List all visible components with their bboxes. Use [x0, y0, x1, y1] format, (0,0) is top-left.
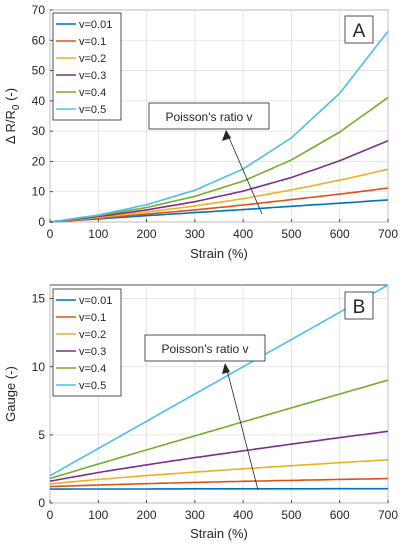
legend-a: v=0.01 v=0.1 v=0.2 v=0.3 v=0.4 v=0.5 [52, 12, 122, 121]
y-tick-label: 50 [32, 64, 46, 78]
legend-label: v=0.3 [79, 70, 106, 82]
legend-label: v=0.01 [79, 19, 112, 31]
annotation-box-b [144, 334, 266, 362]
y-tick-label: 70 [32, 3, 46, 17]
annotation-b: Poisson's ratio v [144, 334, 266, 491]
x-tick-label: 0 [47, 508, 54, 522]
y-tick-label: 60 [32, 33, 46, 47]
annotation-arrow-a [226, 132, 263, 215]
x-tick-label: 300 [185, 227, 205, 241]
series-line-v05 [49, 284, 389, 477]
y-tick-label: 30 [32, 124, 46, 138]
annotation-arrow-b [225, 365, 259, 491]
x-axis-label-a: Strain (%) [190, 246, 248, 261]
x-tick-label: 400 [233, 508, 253, 522]
x-tick-label: 500 [281, 508, 301, 522]
legend-label: v=0.2 [79, 53, 106, 65]
x-tick-label: 600 [330, 227, 350, 241]
annotation-text-b: Poisson's ratio v [162, 342, 249, 356]
panel-a: 0 100 200 300 400 500 600 700 0 10 20 30 40 50 60 70 St… [3, 3, 398, 261]
x-tick-label: 400 [233, 227, 253, 241]
legend-b: v=0.01 v=0.1 v=0.2 v=0.3 v=0.4 v=0.5 [52, 288, 122, 397]
x-tick-label: 700 [378, 508, 398, 522]
y-tick-label: 5 [38, 428, 45, 442]
x-tick-label: 300 [185, 508, 205, 522]
ticks-b: 0 100 200 300 400 500 600 700 0 5 10 15 [32, 292, 399, 522]
legend-label: v=0.2 [79, 329, 106, 341]
x-tick-label: 100 [88, 227, 108, 241]
legend-label: v=0.5 [79, 104, 106, 116]
annotation-a: Poisson's ratio v [148, 102, 270, 215]
series-line-v01 [49, 477, 389, 488]
x-tick-label: 600 [330, 508, 350, 522]
series-line-v04 [49, 96, 389, 223]
series-lines-a [49, 30, 389, 223]
legend-label: v=0.5 [79, 380, 106, 392]
legend-label: v=0.1 [79, 312, 106, 324]
y-tick-label: 10 [32, 360, 46, 374]
y-tick-label: 20 [32, 154, 46, 168]
legend-label: v=0.1 [79, 36, 106, 48]
ticks-a: 0 100 200 300 400 500 600 700 0 10 20 30 40 50 60 70 [32, 3, 399, 241]
x-tick-label: 0 [47, 227, 54, 241]
y-tick-label: 10 [32, 185, 46, 199]
legend-box-a [52, 12, 122, 121]
legend-box-b [52, 288, 122, 397]
y-axis-label-a: Δ R/R0 (-) [3, 88, 22, 144]
annotation-arrowhead-b [222, 363, 230, 374]
series-lines-b [49, 284, 389, 490]
panel-label-box-a: A [344, 15, 374, 44]
legend-label: v=0.01 [79, 295, 112, 307]
panel-label-b: B [353, 297, 366, 318]
series-line-v05 [49, 30, 389, 223]
y-axis-label-a-sub: 0 [11, 104, 22, 110]
x-tick-label: 200 [137, 227, 157, 241]
series-line-v02 [49, 168, 389, 223]
legend-label: v=0.4 [79, 87, 106, 99]
y-tick-label: 0 [38, 215, 45, 229]
y-axis-label-b: Gauge (-) [3, 366, 18, 422]
y-axis-label-a-main: Δ R/R [3, 110, 18, 144]
x-tick-label: 200 [137, 508, 157, 522]
annotation-arrowhead-a [222, 130, 231, 141]
legend-label: v=0.3 [79, 346, 106, 358]
series-line-v04 [49, 379, 389, 480]
panel-label-box-b: B [344, 291, 374, 320]
series-line-v01 [49, 187, 389, 223]
panel-label-a: A [353, 21, 366, 42]
x-tick-label: 100 [88, 508, 108, 522]
annotation-box-a [148, 102, 270, 130]
legend-label: v=0.4 [79, 363, 106, 375]
y-tick-label: 40 [32, 94, 46, 108]
x-tick-label: 500 [281, 227, 301, 241]
y-axis-label-a-tail: (-) [3, 88, 18, 105]
x-tick-label: 700 [378, 227, 398, 241]
series-line-v03 [49, 140, 389, 223]
annotation-text-a: Poisson's ratio v [166, 110, 253, 124]
y-tick-label: 0 [38, 496, 45, 510]
series-line-v03 [49, 430, 389, 482]
series-line-v02 [49, 459, 389, 485]
y-tick-label: 15 [32, 292, 46, 306]
x-axis-label-b: Strain (%) [190, 526, 248, 541]
